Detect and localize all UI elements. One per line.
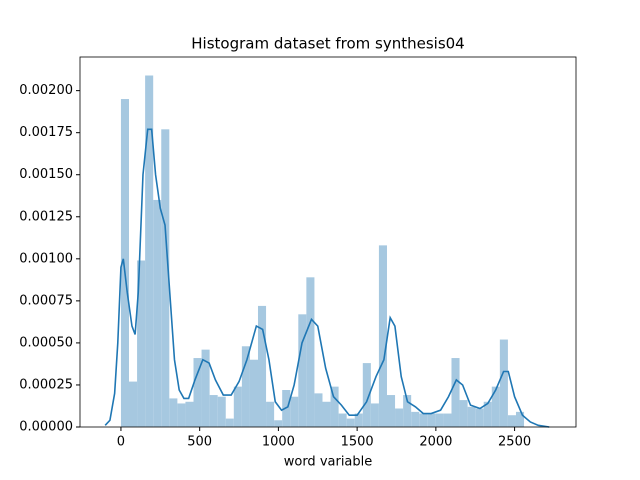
y-tick-label: 0.00075 xyxy=(19,293,73,308)
histogram-bar xyxy=(346,418,355,427)
histogram-bar xyxy=(370,403,379,427)
histogram-bar xyxy=(225,418,234,427)
histogram-bar xyxy=(193,358,202,427)
histogram-bar xyxy=(314,393,323,427)
y-tick-label: 0.00125 xyxy=(19,209,73,224)
histogram-bar xyxy=(249,359,258,427)
y-tick-label: 0.00050 xyxy=(19,335,73,350)
histogram-bar xyxy=(257,305,267,427)
histogram-bar xyxy=(129,381,138,427)
x-tick-label: 1000 xyxy=(262,435,295,450)
plot-frame xyxy=(79,56,577,428)
histogram-bar xyxy=(403,395,412,427)
histogram-bar xyxy=(515,411,525,427)
histogram-bar xyxy=(145,75,154,427)
histogram-bar xyxy=(386,395,396,427)
histogram-bar xyxy=(395,408,404,427)
histogram-bar xyxy=(411,411,420,427)
y-tick-label: 0.00025 xyxy=(19,377,73,392)
histogram-bar xyxy=(459,400,468,427)
histogram-bar xyxy=(419,413,428,427)
histogram-bar xyxy=(499,339,508,427)
x-tick-label: 2500 xyxy=(498,435,531,450)
histogram-bar xyxy=(435,413,444,427)
x-tick-label: 0 xyxy=(117,435,125,450)
histogram-bar xyxy=(185,401,194,427)
y-tick-label: 0.00150 xyxy=(19,167,73,182)
histogram-bar xyxy=(233,386,242,427)
histogram-bar xyxy=(241,346,250,427)
histogram-bar xyxy=(153,199,162,427)
histogram-bar xyxy=(443,413,452,427)
histogram-bar xyxy=(507,415,516,427)
histogram-bar xyxy=(362,363,371,427)
x-axis-label: word variable xyxy=(284,455,373,470)
x-tick-label: 2000 xyxy=(419,435,452,450)
histogram-bar xyxy=(209,395,218,427)
histogram-bar xyxy=(322,401,331,427)
y-tick-label: 0.00000 xyxy=(19,420,73,435)
x-tick-label: 1500 xyxy=(341,435,374,450)
histogram-bar xyxy=(290,396,299,427)
histogram-bar xyxy=(378,245,387,427)
histogram-bar xyxy=(427,413,436,427)
chart-title: Histogram dataset from synthesis04 xyxy=(191,35,464,53)
histogram-bar xyxy=(266,401,275,427)
kde-line xyxy=(104,128,550,428)
histogram-bar xyxy=(298,314,307,427)
histogram-bar xyxy=(451,358,460,427)
histogram-bar xyxy=(161,129,170,427)
histogram-bar xyxy=(120,99,130,427)
histogram-bar xyxy=(330,386,339,427)
histogram-bar xyxy=(177,403,186,427)
y-tick-label: 0.00175 xyxy=(19,125,73,140)
y-tick-label: 0.00100 xyxy=(19,251,73,266)
histogram-bar xyxy=(338,413,347,427)
histogram-bar xyxy=(217,396,226,427)
histogram-bar xyxy=(306,277,315,427)
histogram-bar xyxy=(354,413,363,427)
histogram-bar xyxy=(274,420,283,427)
histogram-bar xyxy=(137,260,146,427)
histogram-bar xyxy=(169,398,178,427)
histogram-bar xyxy=(201,349,210,427)
histogram-bar xyxy=(483,401,492,427)
histogram-bar xyxy=(475,408,484,427)
histogram-bar xyxy=(467,406,476,427)
x-tick-label: 500 xyxy=(187,435,212,450)
y-tick-label: 0.00200 xyxy=(19,83,73,98)
histogram-bar xyxy=(491,386,500,427)
